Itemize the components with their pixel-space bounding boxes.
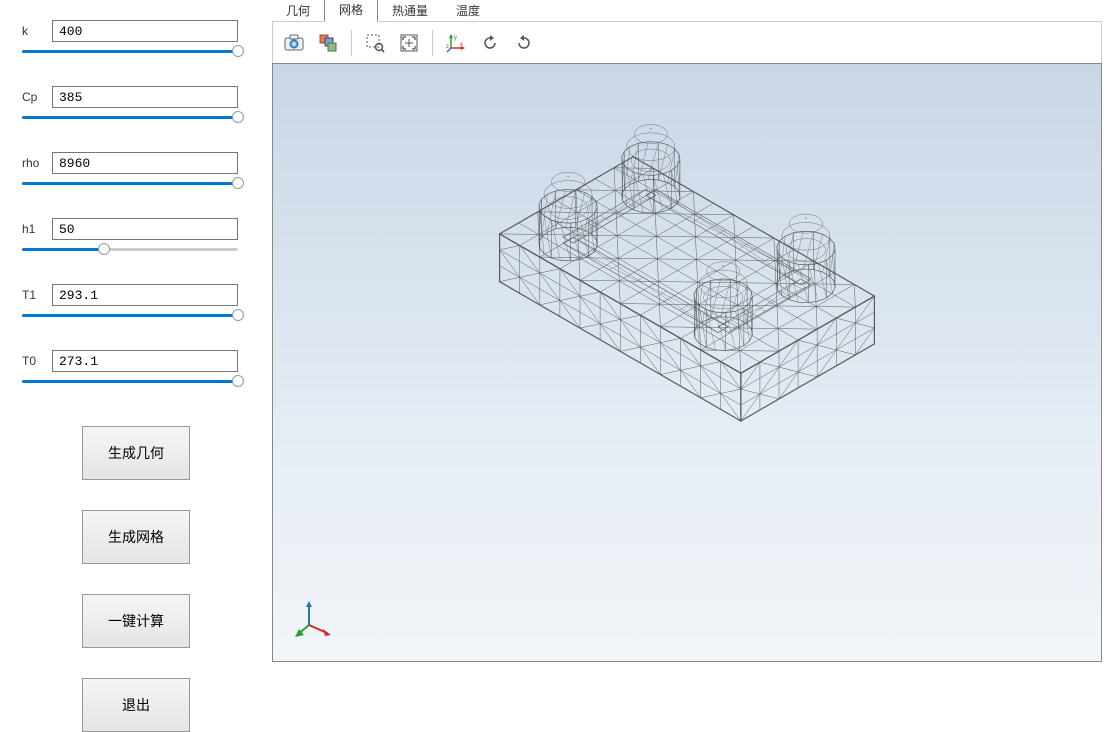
param-slider-cp[interactable] [22, 114, 238, 120]
rotate-cw-icon[interactable] [507, 28, 541, 58]
svg-text:x: x [460, 42, 463, 48]
tab-mesh[interactable]: 网格 [324, 0, 378, 22]
view-tabs: 几何 网格 热通量 温度 [272, 0, 1102, 22]
param-label-h1: h1 [22, 222, 52, 236]
param-input-h1[interactable] [52, 218, 238, 240]
param-slider-rho[interactable] [22, 180, 238, 186]
exit-button[interactable]: 退出 [82, 678, 190, 732]
param-label-rho: rho [22, 156, 52, 170]
one-click-calc-button[interactable]: 一键计算 [82, 594, 190, 648]
tab-geometry[interactable]: 几何 [272, 0, 324, 22]
param-row-cp: Cp [22, 86, 238, 120]
parameter-panel: k Cp rho h1 T1 T0 生成几何 生成网格 一键计算 退出 [0, 0, 258, 732]
param-label-t0: T0 [22, 354, 52, 368]
toolbar-separator [351, 30, 352, 56]
param-input-cp[interactable] [52, 86, 238, 108]
param-row-h1: h1 [22, 218, 238, 252]
tab-temperature[interactable]: 温度 [442, 0, 494, 22]
param-row-t1: T1 [22, 284, 238, 318]
param-slider-t1[interactable] [22, 312, 238, 318]
toolbar-separator [432, 30, 433, 56]
rotate-ccw-icon[interactable] [473, 28, 507, 58]
camera-icon[interactable] [277, 28, 311, 58]
zoom-extents-icon[interactable] [392, 28, 426, 58]
param-input-t0[interactable] [52, 350, 238, 372]
param-row-k: k [22, 20, 238, 54]
param-label-t1: T1 [22, 288, 52, 302]
axes-icon[interactable]: y x z [439, 28, 473, 58]
param-row-t0: T0 [22, 350, 238, 384]
generate-mesh-button[interactable]: 生成网格 [82, 510, 190, 564]
param-label-k: k [22, 24, 52, 38]
layers-icon[interactable] [311, 28, 345, 58]
generate-geometry-button[interactable]: 生成几何 [82, 426, 190, 480]
param-slider-t0[interactable] [22, 378, 238, 384]
param-slider-h1[interactable] [22, 246, 238, 252]
param-row-rho: rho [22, 152, 238, 186]
tab-heat-flux[interactable]: 热通量 [378, 0, 442, 22]
axis-triad-icon [295, 599, 335, 639]
param-input-t1[interactable] [52, 284, 238, 306]
zoom-window-icon[interactable] [358, 28, 392, 58]
right-panel: 几何 网格 热通量 温度 [258, 0, 1110, 732]
svg-text:y: y [454, 35, 457, 41]
svg-text:z: z [446, 44, 449, 50]
param-label-cp: Cp [22, 90, 52, 104]
param-slider-k[interactable] [22, 48, 238, 54]
param-input-rho[interactable] [52, 152, 238, 174]
action-buttons: 生成几何 生成网格 一键计算 退出 [22, 416, 238, 732]
param-input-k[interactable] [52, 20, 238, 42]
viewport-toolbar: y x z [272, 21, 1102, 63]
3d-viewport[interactable] [272, 63, 1102, 662]
